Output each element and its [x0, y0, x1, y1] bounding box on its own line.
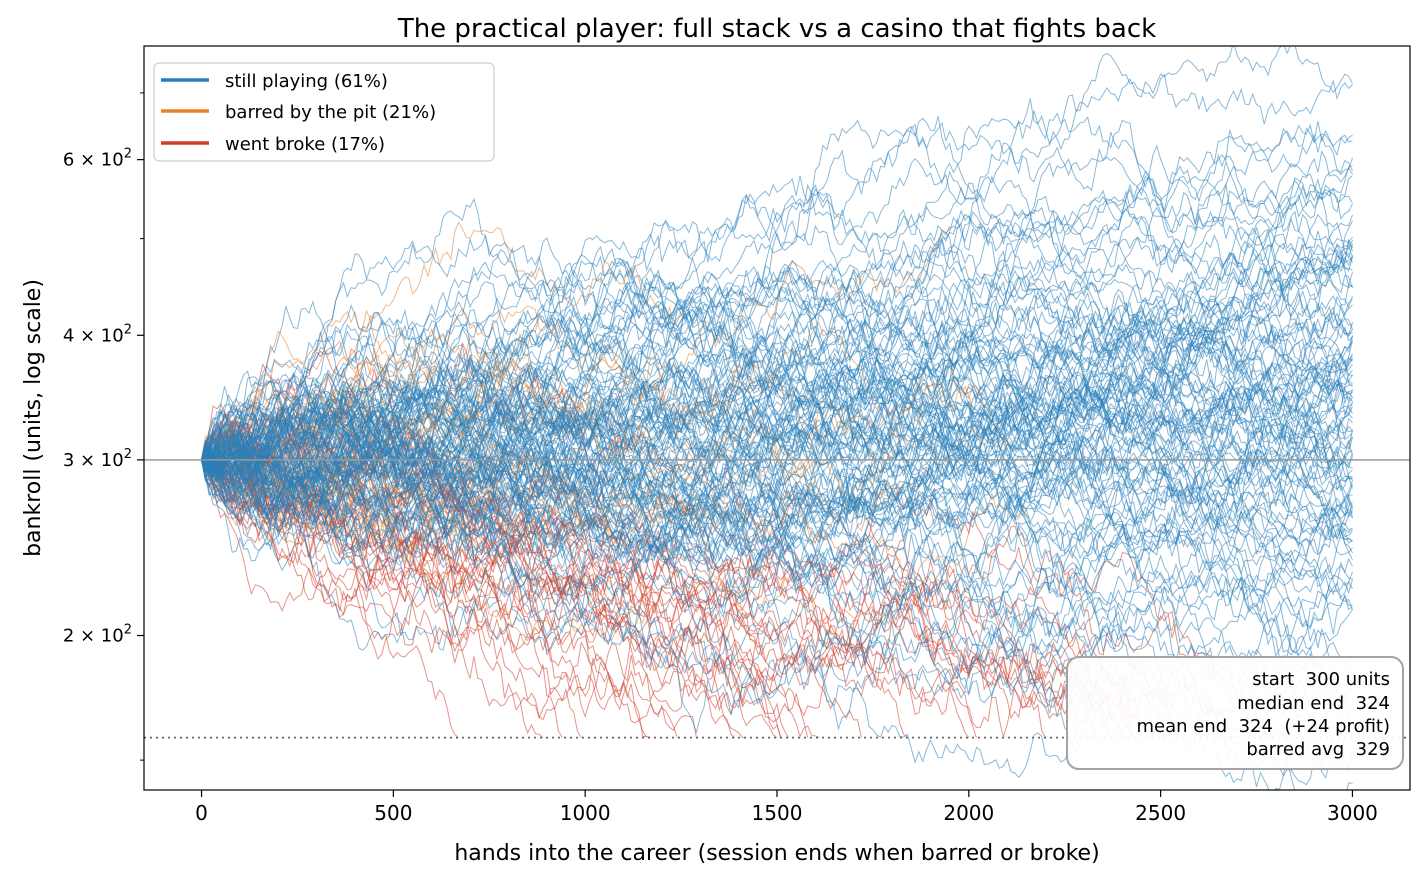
stats-median-end: median end 324 — [1237, 693, 1390, 714]
stats-box-frame — [1066, 656, 1404, 770]
playing-trajectory-88 — [201, 221, 1353, 482]
playing-trajectory-63 — [201, 340, 1353, 512]
playing-trajectory-46 — [201, 267, 1353, 519]
playing-trajectory-54 — [201, 370, 1353, 557]
stats-barred-avg: barred avg 329 — [1246, 739, 1390, 760]
playing-trajectory-104 — [201, 220, 1353, 517]
x-tick-label: 1000 — [560, 801, 611, 825]
playing-trajectory-102 — [201, 408, 1353, 614]
playing-trajectory-91 — [201, 410, 1353, 577]
reference-lines — [144, 459, 1410, 739]
playing-trajectory-42 — [201, 455, 1353, 645]
legend-label-barred: barred by the pit (21%) — [225, 102, 436, 123]
y-tick-label: 4 × 102 — [63, 322, 132, 346]
playing-trajectory-113 — [201, 362, 1353, 562]
playing-trajectory-53 — [201, 354, 1353, 704]
playing-trajectory-70 — [201, 180, 1353, 526]
playing-trajectory-119 — [201, 249, 1353, 562]
playing-trajectory-55 — [201, 165, 1353, 514]
stats-box: start 300 units median end 324 mean end … — [1066, 656, 1404, 770]
stats-mean-end: mean end 324 (+24 profit) — [1136, 716, 1390, 737]
stats-start: start 300 units — [1252, 669, 1390, 690]
playing-trajectory-94 — [201, 299, 1353, 539]
chart-title: The practical player: full stack vs a ca… — [397, 14, 1156, 44]
playing-trajectory-66 — [201, 188, 1353, 490]
playing-trajectory-72 — [201, 411, 1353, 568]
x-axis-ticks: 0 500 1000 1500 2000 2500 3000 — [195, 790, 1378, 825]
playing-trajectory-93 — [201, 277, 1353, 466]
playing-trajectory-106 — [201, 277, 1353, 542]
playing-trajectory-105 — [201, 224, 1353, 468]
playing-trajectory-32 — [201, 186, 1353, 461]
broke-trajectory-4 — [201, 452, 862, 738]
y-axis-ticks: 2 × 102 3 × 102 4 × 102 6 × 102 — [63, 92, 144, 761]
playing-trajectory-76 — [201, 277, 1353, 484]
y-tick-label: 3 × 102 — [63, 447, 132, 471]
playing-trajectory-80 — [201, 306, 1353, 541]
x-axis-label: hands into the career (session ends when… — [454, 841, 1099, 866]
y-tick-label: 6 × 102 — [63, 147, 132, 171]
y-axis-label: bankroll (units, log scale) — [21, 279, 46, 557]
legend: still playing (61%) barred by the pit (2… — [153, 62, 495, 162]
playing-trajectory-112 — [201, 452, 1353, 667]
playing-trajectory-34 — [201, 407, 1353, 585]
x-tick-label: 2500 — [1135, 801, 1186, 825]
playing-trajectory-101 — [201, 336, 1353, 526]
playing-trajectory-98 — [201, 365, 1353, 633]
legend-label-went-broke: went broke (17%) — [225, 134, 385, 155]
playing-trajectory-116 — [201, 116, 1353, 476]
legend-label-still-playing: still playing (61%) — [225, 71, 388, 92]
playing-trajectory-95 — [201, 364, 1353, 652]
playing-trajectory-81 — [201, 365, 1353, 641]
playing-trajectory-19 — [201, 314, 1353, 508]
playing-trajectory-97 — [201, 196, 1353, 469]
x-tick-label: 2000 — [943, 801, 994, 825]
playing-trajectory-118 — [201, 296, 1353, 475]
broke-trajectory-22 — [201, 453, 1046, 738]
playing-trajectory-89 — [201, 229, 1353, 553]
playing-trajectory-120 — [201, 52, 1353, 474]
playing-trajectory-96 — [201, 364, 1353, 502]
legend-box — [153, 62, 495, 162]
playing-trajectory-39 — [201, 110, 1353, 530]
x-tick-label: 3000 — [1327, 801, 1378, 825]
x-tick-label: 0 — [195, 801, 208, 825]
playing-trajectory-108 — [201, 360, 1353, 494]
x-tick-label: 1500 — [752, 801, 803, 825]
playing-trajectory-111 — [201, 175, 1353, 461]
y-tick-label: 2 × 102 — [63, 623, 132, 647]
playing-trajectory-43 — [201, 254, 1353, 461]
playing-trajectory-71 — [201, 313, 1353, 540]
playing-trajectory-68 — [201, 438, 1353, 611]
playing-trajectory-73 — [201, 325, 1353, 533]
x-tick-label: 500 — [374, 801, 412, 825]
playing-trajectory-115 — [201, 384, 1353, 592]
playing-trajectory-3 — [201, 380, 1353, 570]
playing-trajectory-78 — [201, 238, 1353, 530]
playing-trajectory-117 — [201, 269, 1353, 476]
